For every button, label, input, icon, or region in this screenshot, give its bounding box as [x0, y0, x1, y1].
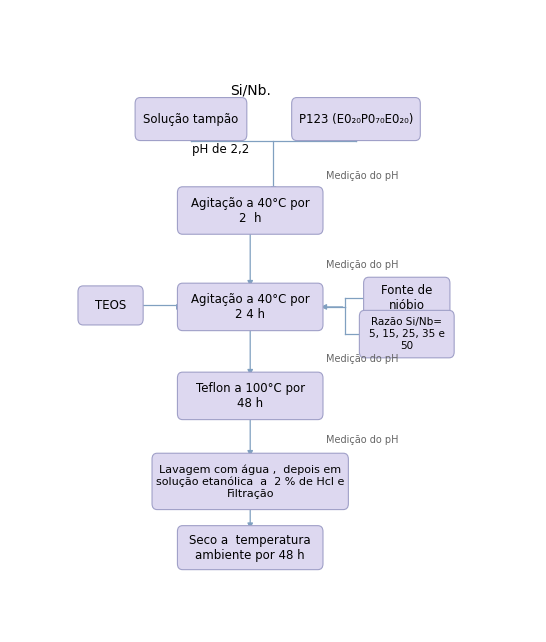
Text: Seco a  temperatura
ambiente por 48 h: Seco a temperatura ambiente por 48 h: [189, 534, 311, 562]
Text: Agitação a 40°C por
2 4 h: Agitação a 40°C por 2 4 h: [191, 293, 310, 321]
FancyBboxPatch shape: [152, 453, 348, 510]
FancyBboxPatch shape: [292, 98, 420, 141]
FancyBboxPatch shape: [177, 526, 323, 569]
Text: pH de 2,2: pH de 2,2: [192, 143, 249, 156]
Text: Medição do pH: Medição do pH: [327, 171, 399, 181]
Text: Lavagem com água ,  depois em
solução etanólica  a  2 % de Hcl e
Filtração: Lavagem com água , depois em solução eta…: [156, 464, 345, 499]
Text: Medição do pH: Medição do pH: [327, 260, 399, 270]
Text: Fonte de
nióbio: Fonte de nióbio: [381, 284, 432, 312]
Text: Medição do pH: Medição do pH: [327, 354, 399, 364]
Text: P123 (E0₂₀P0₇₀E0₂₀): P123 (E0₂₀P0₇₀E0₂₀): [299, 112, 413, 126]
Text: Razão Si/Nb=
5, 15, 25, 35 e
50: Razão Si/Nb= 5, 15, 25, 35 e 50: [369, 318, 444, 351]
Text: Solução tampão: Solução tampão: [144, 112, 239, 126]
FancyBboxPatch shape: [78, 286, 143, 325]
FancyBboxPatch shape: [177, 283, 323, 331]
FancyBboxPatch shape: [177, 372, 323, 420]
FancyBboxPatch shape: [364, 277, 450, 319]
Text: Teflon a 100°C por
48 h: Teflon a 100°C por 48 h: [195, 382, 305, 410]
Text: Agitação a 40°C por
2  h: Agitação a 40°C por 2 h: [191, 196, 310, 225]
Text: Si/Nb.: Si/Nb.: [230, 84, 271, 98]
FancyBboxPatch shape: [359, 310, 454, 358]
Text: Medição do pH: Medição do pH: [327, 435, 399, 446]
FancyBboxPatch shape: [135, 98, 247, 141]
Text: TEOS: TEOS: [95, 299, 126, 312]
FancyBboxPatch shape: [177, 187, 323, 234]
